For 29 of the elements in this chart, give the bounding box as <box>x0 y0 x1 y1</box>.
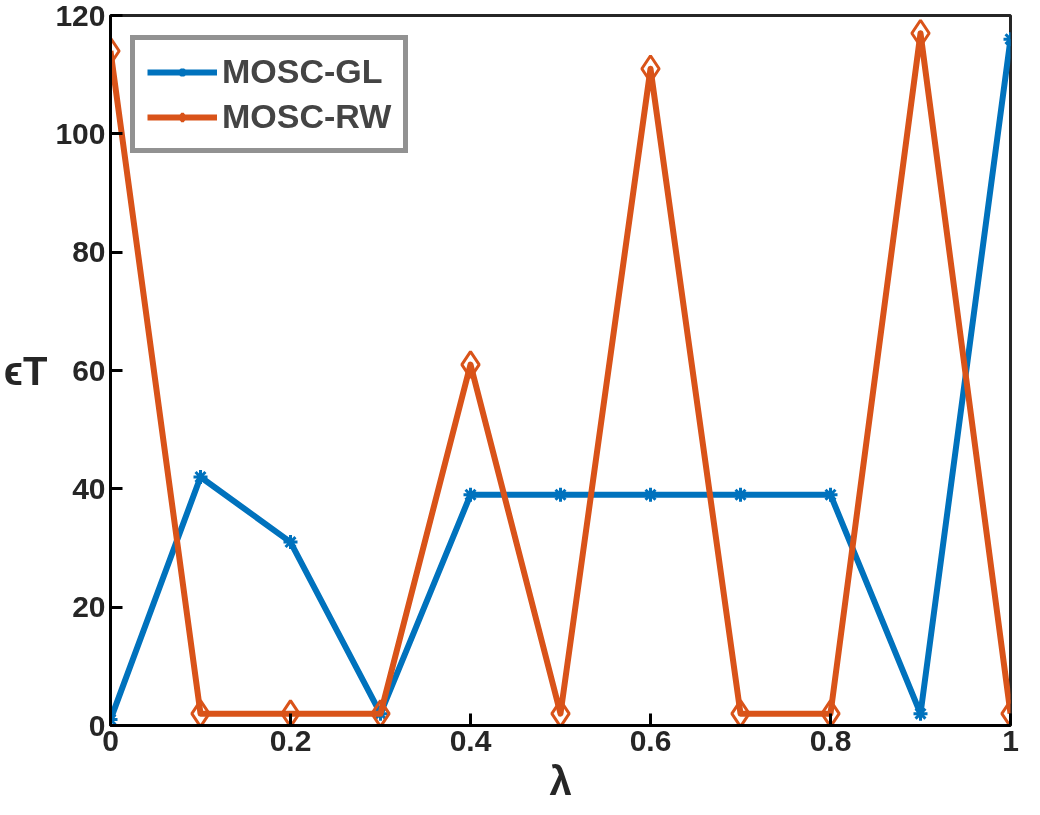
x-tick-label: 0.6 <box>629 723 672 757</box>
x-tick-label: 1 <box>1002 723 1019 757</box>
x-tick-label: 0.2 <box>269 723 312 757</box>
point <box>190 699 211 726</box>
y-tick-label: 20 <box>72 590 106 624</box>
y-tick-label: 60 <box>72 353 106 387</box>
y-axis-title: ϵT <box>3 348 48 393</box>
point <box>282 533 299 551</box>
point <box>460 350 481 380</box>
legend-label: MOSC-RW <box>222 97 392 136</box>
point <box>820 699 841 726</box>
x-tick-label: 0.8 <box>809 723 852 757</box>
point <box>912 705 929 723</box>
legend-label: MOSC-GL <box>222 52 383 91</box>
x-tick-label: 0.4 <box>449 723 492 757</box>
point <box>462 486 479 504</box>
point <box>552 486 569 504</box>
y-tick-label: 80 <box>72 235 106 269</box>
y-tick-label: 120 <box>55 0 106 32</box>
y-tick-label: 40 <box>72 471 106 505</box>
point <box>642 486 659 504</box>
point <box>370 699 391 726</box>
point <box>192 468 209 486</box>
point <box>280 699 301 726</box>
y-tick-label: 100 <box>55 116 106 150</box>
x-axis-title: λ <box>549 758 572 803</box>
point <box>822 486 839 504</box>
point <box>732 486 749 504</box>
point <box>730 699 751 726</box>
